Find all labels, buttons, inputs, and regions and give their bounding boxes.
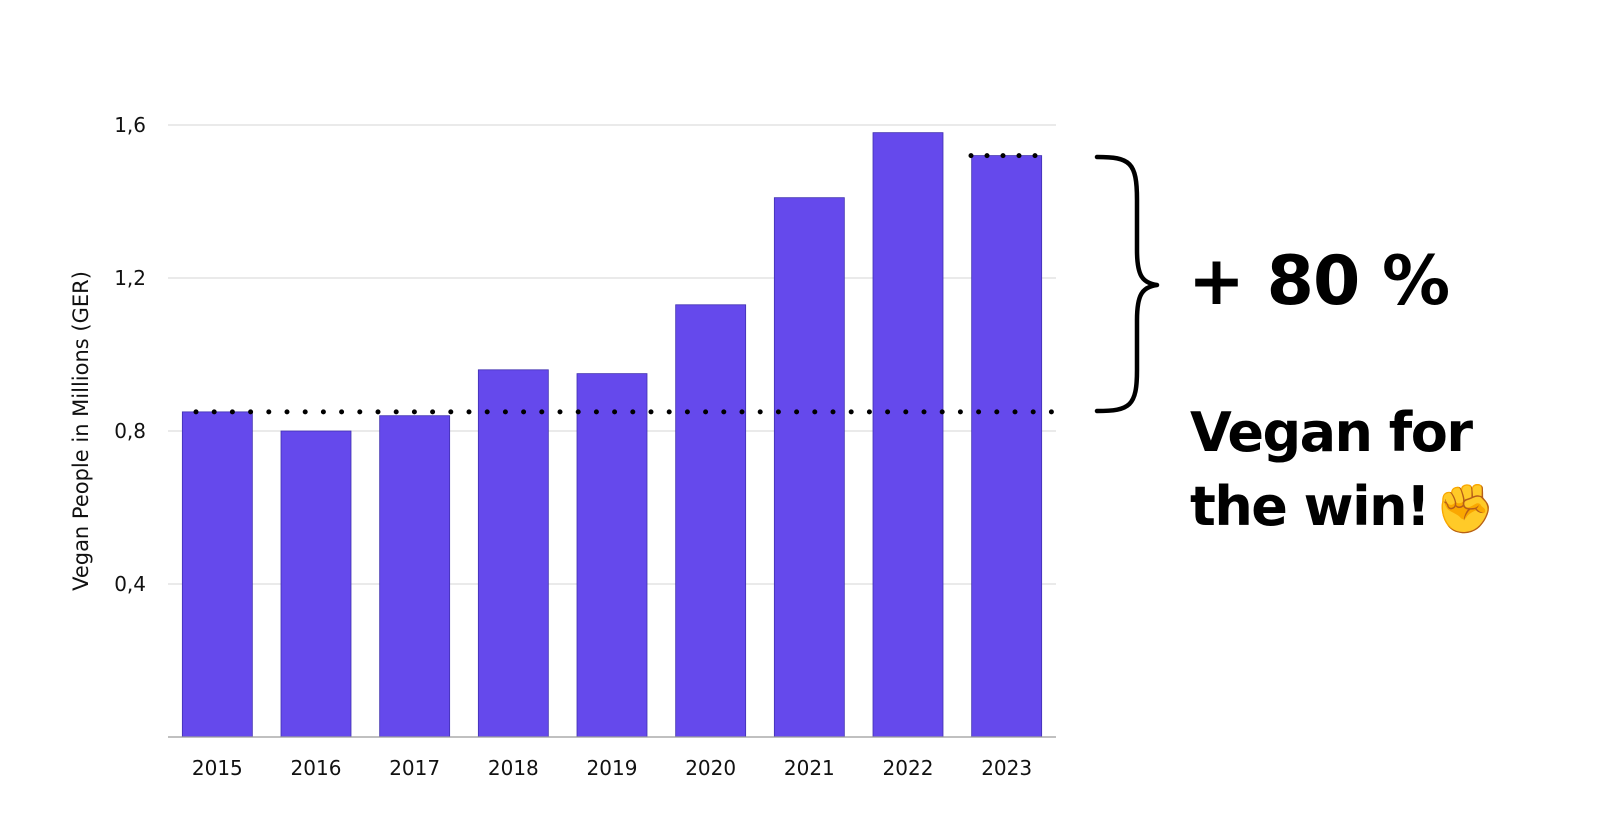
bar (872, 132, 944, 738)
slogan: Vegan for the win! ✊ (1190, 396, 1590, 546)
y-tick-label: 0,8 (114, 419, 146, 443)
bar (773, 197, 845, 738)
curly-brace (1094, 154, 1160, 414)
y-axis-title: Vegan People in Millions (GER) (69, 271, 93, 591)
y-tick-label: 1,2 (114, 266, 146, 290)
x-tick-label: 2023 (981, 756, 1032, 780)
x-tick-label: 2017 (389, 756, 440, 780)
slogan-line-1: Vegan for (1190, 401, 1473, 464)
y-axis: 0,4 0,8 1,2 1,6 Vegan People in Millions (GE… (69, 113, 146, 596)
slogan-line-2-text: the win! (1190, 475, 1431, 538)
x-tick-label: 2015 (192, 756, 243, 780)
bar (576, 373, 648, 738)
y-tick-label: 1,6 (114, 113, 146, 137)
bar (971, 155, 1043, 738)
raised-fist-icon: ✊ (1435, 481, 1495, 537)
bar (379, 415, 451, 738)
bar (181, 411, 253, 738)
x-tick-label: 2018 (488, 756, 539, 780)
bar (477, 369, 549, 738)
y-tick-label: 0,4 (114, 572, 146, 596)
slogan-line-2: the win! ✊ (1190, 470, 1590, 546)
x-tick-label: 2016 (291, 756, 342, 780)
growth-annotation: + 80 % (1188, 242, 1450, 321)
x-tick-label: 2021 (784, 756, 835, 780)
x-tick-label: 2020 (685, 756, 736, 780)
x-axis: 2015 2016 2017 2018 2019 2020 2021 2022 2023 (168, 736, 1056, 780)
bars (181, 132, 1043, 738)
x-tick-label: 2019 (587, 756, 638, 780)
bar (280, 430, 352, 738)
reference-lines (193, 153, 1071, 415)
bar (675, 304, 747, 738)
x-tick-label: 2022 (883, 756, 934, 780)
